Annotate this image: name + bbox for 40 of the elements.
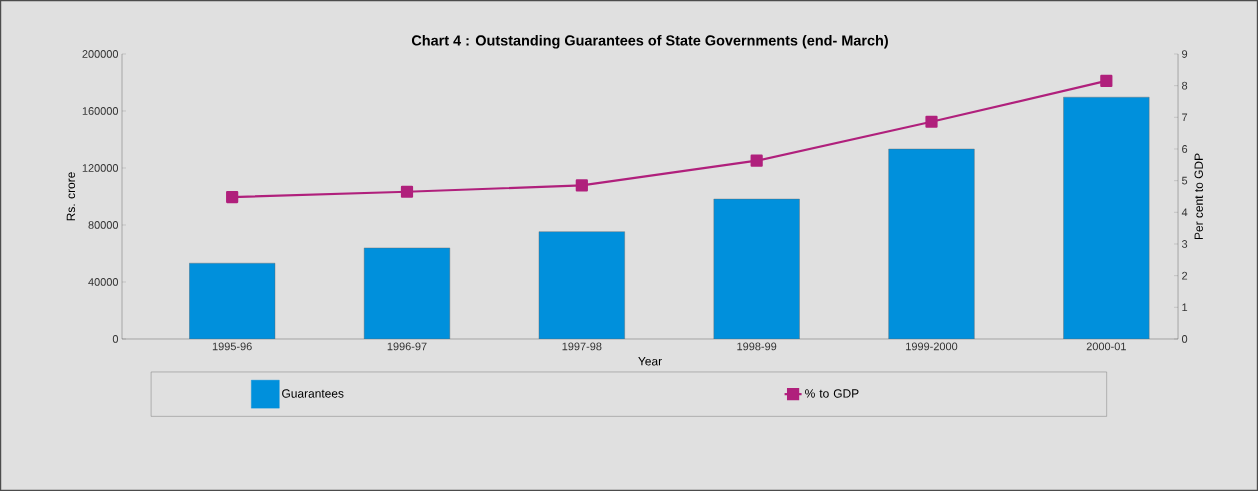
- y2-tick-label: 5: [1181, 176, 1188, 185]
- point: [1100, 74, 1113, 88]
- x-tick-label: 2000-01: [1086, 342, 1126, 351]
- y2-tick-label: 4: [1181, 208, 1188, 217]
- y2-axis-title: Per cent to GDP: [1194, 153, 1203, 240]
- y-tick-label: 200000: [82, 50, 119, 58]
- y2-tick-label: 1: [1182, 303, 1188, 312]
- point: [575, 179, 588, 192]
- point: [750, 154, 763, 167]
- legend-label: Guarantees: [282, 389, 344, 398]
- y2-tick-label: 2: [1182, 271, 1188, 280]
- y-tick-label: 80000: [88, 221, 119, 229]
- x-tick-label: 1996-97: [387, 342, 427, 351]
- x-tick-label: 1999-2000: [906, 342, 958, 351]
- bar: [538, 231, 625, 339]
- y-tick-label: 120000: [82, 164, 119, 172]
- bar: [189, 262, 276, 339]
- point: [226, 191, 239, 204]
- y2-tick-label: 0: [1181, 335, 1188, 343]
- x-tick-label: 1997-98: [562, 342, 602, 351]
- bar: [888, 148, 975, 339]
- bar: [1063, 96, 1150, 339]
- x-tick-label: 1995-96: [212, 342, 252, 351]
- y2-tick-label: 8: [1182, 81, 1188, 90]
- y2-tick-label: 9: [1182, 50, 1188, 58]
- y-tick-label: 40000: [88, 278, 119, 286]
- bar: [363, 247, 451, 339]
- y2-tick-label: 3: [1181, 240, 1188, 248]
- y-tick-label: 0: [112, 335, 119, 343]
- y2-tick-label: 6: [1182, 145, 1188, 153]
- y-axis-title: Rs. crore: [66, 172, 76, 221]
- bar: [713, 198, 800, 339]
- y2-tick-label: 7: [1182, 113, 1188, 122]
- legend-label: % to GDP: [805, 389, 859, 398]
- chart-title: Chart 4 : Outstanding Guarantees of State Governments (end- March): [411, 34, 888, 49]
- point: [925, 115, 938, 128]
- x-tick-label: 1998-99: [737, 342, 777, 351]
- x-axis-title: Year: [638, 357, 662, 366]
- y-tick-label: 160000: [82, 107, 119, 115]
- point: [400, 185, 414, 198]
